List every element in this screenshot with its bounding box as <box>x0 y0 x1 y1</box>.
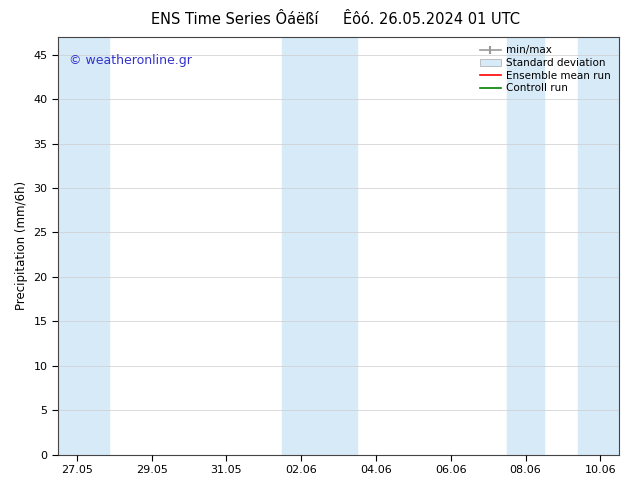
Legend: min/max, Standard deviation, Ensemble mean run, Controll run: min/max, Standard deviation, Ensemble me… <box>477 42 614 97</box>
Y-axis label: Precipitation (mm/6h): Precipitation (mm/6h) <box>15 181 28 310</box>
Text: © weatheronline.gr: © weatheronline.gr <box>69 54 192 67</box>
Text: ENS Time Series Ôáëßí: ENS Time Series Ôáëßí <box>151 12 318 27</box>
Bar <box>578 37 619 455</box>
Bar <box>507 37 544 455</box>
Bar <box>58 37 108 455</box>
Text: Êôó. 26.05.2024 01 UTC: Êôó. 26.05.2024 01 UTC <box>342 12 520 27</box>
Bar <box>283 37 357 455</box>
